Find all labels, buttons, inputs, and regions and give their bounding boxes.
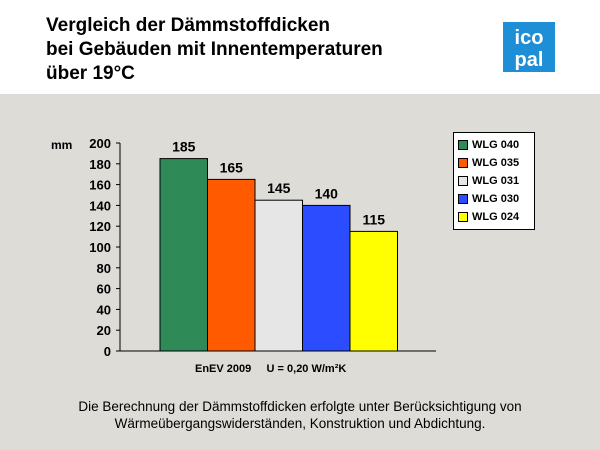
y-tick-label: 160 xyxy=(89,178,111,193)
bar-value-label: 165 xyxy=(220,159,244,175)
legend-label: WLG 031 xyxy=(472,175,520,187)
icopal-logo: ico pal xyxy=(503,22,555,72)
x-axis-label: EnEV 2009 U = 0,20 W/m²K xyxy=(195,363,347,375)
y-tick-label: 60 xyxy=(97,282,111,297)
footnote-line-2: Wärmeübergangswiderständen, Konstruktion… xyxy=(114,416,486,431)
bar-value-label: 140 xyxy=(315,185,339,201)
legend-item: WLG 035 xyxy=(458,156,519,170)
legend-label: WLG 035 xyxy=(472,157,520,169)
y-tick-label: 80 xyxy=(97,261,111,276)
legend-swatch xyxy=(458,140,468,150)
bar-value-label: 185 xyxy=(172,139,196,155)
y-tick-label: 180 xyxy=(89,157,111,172)
slide-header: Vergleich der Dämmstoffdicken bei Gebäud… xyxy=(0,0,600,94)
y-axis: 0 20 40 60 80 100 120 140 160 180 200 xyxy=(89,136,120,359)
bar xyxy=(254,199,303,352)
legend-swatch xyxy=(458,212,468,222)
y-tick-label: 20 xyxy=(97,323,111,338)
footnote-line-1: Die Berechnung der Dämmstoffdicken erfol… xyxy=(78,399,522,414)
y-tick-label: 100 xyxy=(89,240,111,255)
legend-swatch xyxy=(458,176,468,186)
y-tick-label: 0 xyxy=(104,344,111,359)
logo-text-top: ico xyxy=(515,27,544,49)
bar xyxy=(349,230,398,352)
legend: WLG 040 WLG 035 WLG 031 WLG 030 WLG 024 xyxy=(453,132,535,230)
y-tick-label: 40 xyxy=(97,302,111,317)
legend-item: WLG 030 xyxy=(458,192,519,206)
bars: 185 165 145 140 115 xyxy=(159,139,398,352)
bar-value-label: 115 xyxy=(362,211,385,227)
logo-text-bottom: pal xyxy=(515,49,544,71)
y-tick-label: 120 xyxy=(89,219,111,234)
legend-item: WLG 040 xyxy=(458,138,519,152)
legend-label: WLG 030 xyxy=(472,193,520,205)
bar xyxy=(159,158,208,352)
legend-item: WLG 024 xyxy=(458,210,519,224)
legend-swatch xyxy=(458,194,468,204)
legend-label: WLG 024 xyxy=(472,211,520,223)
footnote: Die Berechnung der Dämmstoffdicken erfol… xyxy=(20,398,580,432)
y-axis-label: mm xyxy=(51,138,72,152)
legend-swatch xyxy=(458,158,468,168)
y-tick-label: 200 xyxy=(89,136,111,151)
bar xyxy=(207,178,256,352)
legend-label: WLG 040 xyxy=(472,139,520,151)
slide-title: Vergleich der Dämmstoffdicken bei Gebäud… xyxy=(46,15,383,84)
legend-item: WLG 031 xyxy=(458,174,519,188)
y-tick-label: 140 xyxy=(89,198,111,213)
bar-value-label: 145 xyxy=(267,180,291,196)
bar xyxy=(302,204,351,352)
